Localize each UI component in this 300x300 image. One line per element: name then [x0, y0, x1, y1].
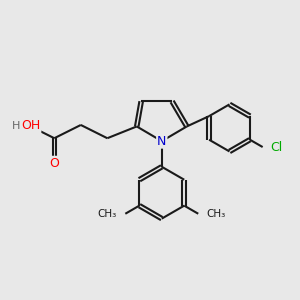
- Text: H: H: [12, 121, 20, 131]
- Text: CH₃: CH₃: [206, 209, 226, 219]
- Text: O: O: [50, 157, 59, 170]
- Text: OH: OH: [21, 119, 40, 132]
- Text: N: N: [157, 135, 167, 148]
- Text: Cl: Cl: [270, 141, 282, 154]
- Text: CH₃: CH₃: [98, 209, 117, 219]
